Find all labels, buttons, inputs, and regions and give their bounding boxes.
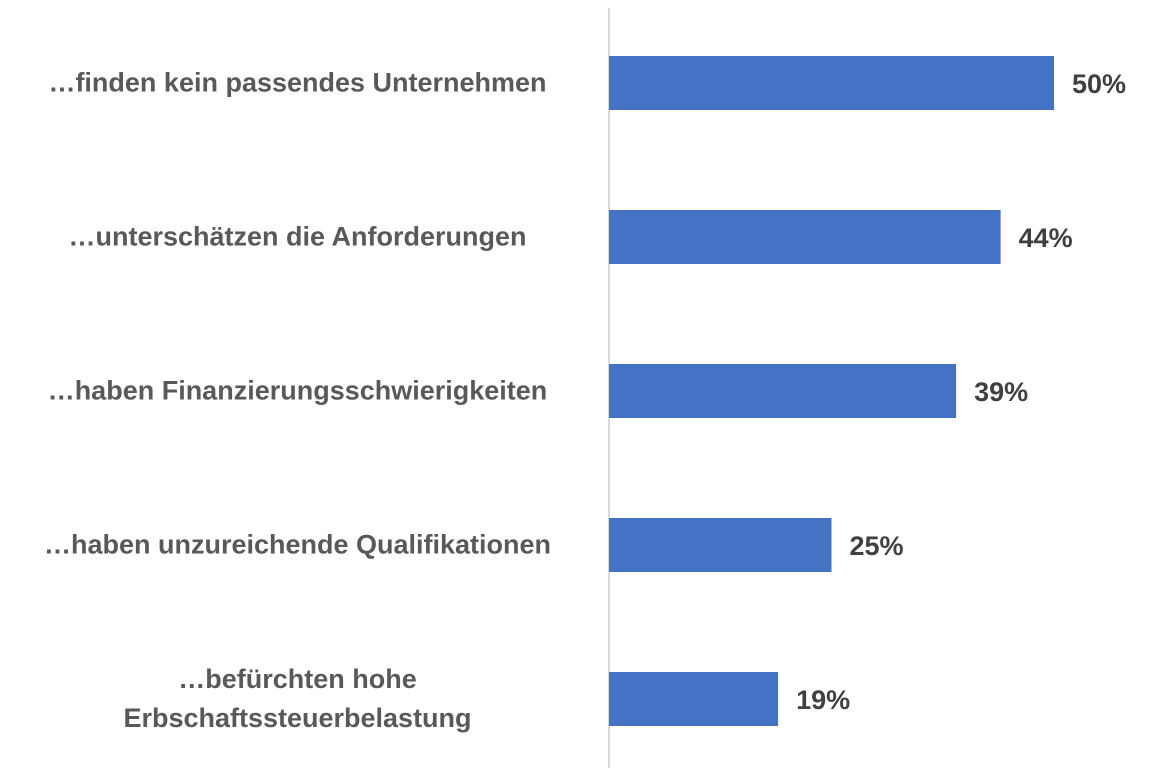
value-label: 44% <box>1019 223 1073 253</box>
bar <box>609 518 832 572</box>
category-label: …unterschätzen die Anforderungen <box>68 221 527 252</box>
category-label: …haben unzureichende Qualifikationen <box>43 529 552 560</box>
value-label: 50% <box>1072 69 1126 99</box>
value-label: 39% <box>974 377 1028 407</box>
value-label: 25% <box>850 531 904 561</box>
category-label: …haben Finanzierungsschwierigkeiten <box>47 375 548 406</box>
category-label: …finden kein passendes Unternehmen <box>48 67 547 98</box>
bar <box>609 364 957 418</box>
category-label: …befürchten hohe Erbschaftssteuerbelastu… <box>123 664 472 733</box>
bar <box>609 672 779 726</box>
value-label: 19% <box>796 685 850 715</box>
bar <box>609 56 1054 110</box>
bar <box>609 210 1001 264</box>
